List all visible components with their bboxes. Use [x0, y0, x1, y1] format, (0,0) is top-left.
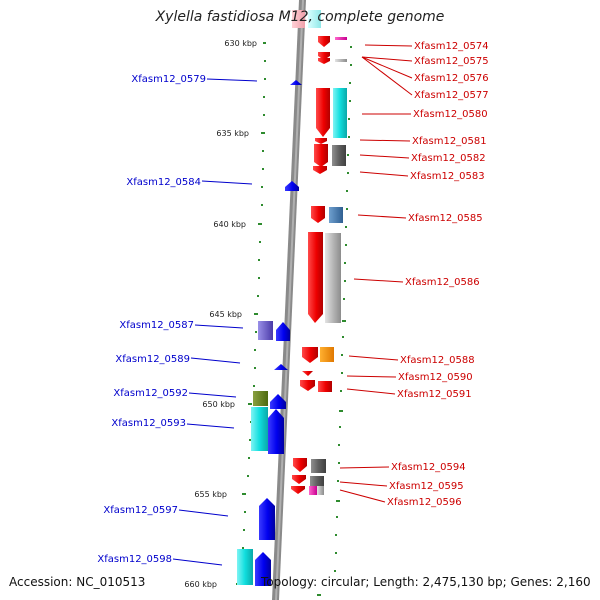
gene-label-0586: Xfasm12_0586: [405, 277, 480, 288]
topology-text: Topology: circular; Length: 2,475,130 bp…: [261, 575, 591, 589]
gene-label-0580: Xfasm12_0580: [413, 109, 488, 120]
gene-label-0598: Xfasm12_0598: [97, 554, 172, 565]
tick-label-630: 630 kbp: [224, 39, 257, 48]
gene-label-0588: Xfasm12_0588: [400, 355, 475, 366]
tick-label-650: 650 kbp: [202, 400, 235, 409]
gene-label-0587: Xfasm12_0587: [119, 320, 194, 331]
left-gene-labels: Xfasm12_0579 Xfasm12_0584 Xfasm12_0587 X…: [97, 74, 206, 565]
gene-label-0596: Xfasm12_0596: [387, 497, 462, 508]
gene-label-0594: Xfasm12_0594: [391, 462, 466, 473]
gene-label-0581: Xfasm12_0581: [412, 136, 487, 147]
tick-label-655: 655 kbp: [194, 490, 227, 499]
tick-label-640: 640 kbp: [213, 220, 246, 229]
gene-label-0577: Xfasm12_0577: [414, 90, 489, 101]
gene-label-0582: Xfasm12_0582: [411, 153, 486, 164]
right-leader-lines: [339, 44, 413, 503]
gene-label-0597: Xfasm12_0597: [103, 505, 178, 516]
gene-label-0590: Xfasm12_0590: [398, 372, 473, 383]
genome-title: Xylella fastidiosa M12, complete genome: [155, 9, 445, 25]
gene-label-0589: Xfasm12_0589: [115, 354, 190, 365]
gene-label-0595: Xfasm12_0595: [389, 481, 464, 492]
tick-labels: 630 kbp 635 kbp 640 kbp 645 kbp 650 kbp …: [184, 39, 257, 589]
tick-label-635: 635 kbp: [216, 129, 249, 138]
accession-text: Accession: NC_010513: [9, 575, 146, 589]
gene-label-0579: Xfasm12_0579: [131, 74, 206, 85]
gene-label-0574: Xfasm12_0574: [414, 41, 489, 52]
gene-label-0584: Xfasm12_0584: [126, 177, 201, 188]
right-gene-labels: Xfasm12_0574 Xfasm12_0575 Xfasm12_0576 X…: [387, 41, 489, 508]
genome-backbone: [272, 0, 306, 600]
gene-label-0592: Xfasm12_0592: [113, 388, 188, 399]
gene-label-0575: Xfasm12_0575: [414, 56, 489, 67]
gene-label-0576: Xfasm12_0576: [414, 73, 489, 84]
tick-label-660: 660 kbp: [184, 580, 217, 589]
gene-features: [237, 10, 347, 586]
gene-label-0585: Xfasm12_0585: [408, 213, 483, 224]
gene-label-0593: Xfasm12_0593: [111, 418, 186, 429]
gene-label-0591: Xfasm12_0591: [397, 389, 472, 400]
gene-label-0583: Xfasm12_0583: [410, 171, 485, 182]
tick-label-645: 645 kbp: [209, 310, 242, 319]
left-leader-lines: [172, 78, 258, 566]
